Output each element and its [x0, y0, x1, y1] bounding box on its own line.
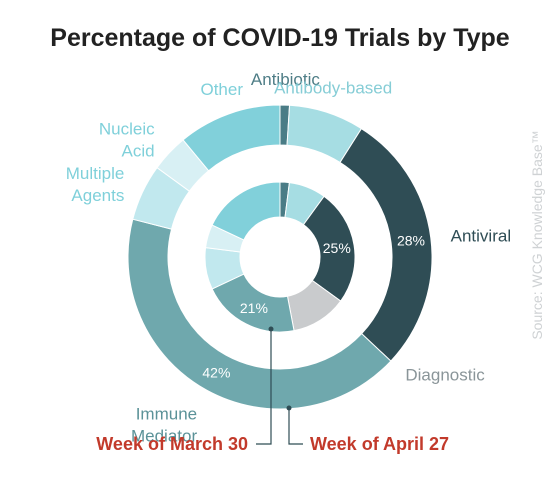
- category-label-antiviral: Antiviral: [451, 226, 511, 245]
- inner-slice-other: [211, 181, 281, 241]
- category-label-diagnostic: Diagnostic: [405, 366, 485, 385]
- source-note: Source: WCG Knowledge Base™: [529, 130, 545, 339]
- outer-ring: [127, 104, 433, 410]
- outer-slice-other: [182, 104, 281, 172]
- inner-label-immune-mediator: 21%: [240, 300, 268, 316]
- category-label-immune-mediator: Immune Mediator: [131, 405, 197, 446]
- inner-slice-antiviral: [302, 195, 356, 302]
- leader-line-outer: [288, 408, 303, 445]
- category-label-antibody-based: Antibody-based: [274, 78, 392, 97]
- legend-week-april-27: Week of April 27: [310, 434, 449, 454]
- inner-ring: [204, 181, 356, 333]
- leader-lines: [256, 326, 303, 445]
- category-label-nucleic-acid: Nucleic Acid: [99, 119, 155, 160]
- outer-label-antiviral: 28%: [397, 232, 425, 248]
- category-label-antibiotic: Antibiotic: [251, 70, 320, 89]
- legend-week-march-30: Week of March 30: [96, 434, 248, 454]
- chart-title: Percentage of COVID-19 Trials by Type: [50, 24, 510, 52]
- outer-label-immune-mediator: 42%: [202, 365, 230, 381]
- outer-slice-immune-mediator: [127, 218, 392, 410]
- leader-line-inner: [256, 329, 272, 445]
- category-label-other: Other: [200, 80, 243, 99]
- category-label-multiple-agents: Multiple Agents: [66, 164, 125, 205]
- leader-dot-inner: [268, 326, 274, 332]
- ring-percent-labels: 28% 42% 25% 21%: [202, 232, 425, 380]
- inner-label-antiviral: 25%: [323, 240, 351, 256]
- leader-dot-outer: [286, 405, 292, 411]
